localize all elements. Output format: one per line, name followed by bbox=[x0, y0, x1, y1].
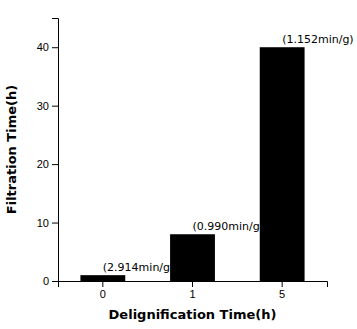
tick-mark bbox=[282, 281, 283, 287]
tick: 1 bbox=[189, 281, 195, 300]
annotations: (2.914min/g) (0.990min/g) (1.152min/g) bbox=[103, 33, 354, 274]
plot: 0 1 5 0 10 20 30 40 (2.914min/g) (0.990min/g) (1.1… bbox=[37, 19, 354, 300]
y-axis-title: Filtration Time(h) bbox=[4, 85, 19, 214]
tick: 40 bbox=[37, 41, 58, 53]
tick-label: 40 bbox=[37, 41, 49, 53]
tick-label: 0 bbox=[43, 275, 49, 287]
tick-mark bbox=[52, 164, 58, 165]
tick: 20 bbox=[37, 158, 58, 170]
x-axis: 0 1 5 bbox=[59, 281, 328, 300]
annotation: (1.152min/g) bbox=[282, 33, 354, 46]
tick-label: 10 bbox=[37, 217, 49, 229]
tick-label: 5 bbox=[279, 288, 285, 300]
tick-mark bbox=[52, 106, 58, 107]
bars bbox=[80, 47, 304, 281]
tick-label: 20 bbox=[37, 158, 49, 170]
tick: 30 bbox=[37, 100, 58, 112]
tick-mark bbox=[52, 223, 58, 224]
bar bbox=[170, 234, 215, 281]
bar bbox=[80, 275, 125, 281]
bar bbox=[260, 47, 305, 281]
tick-label: 30 bbox=[37, 100, 49, 112]
x-axis-title: Delignification Time(h) bbox=[109, 307, 277, 322]
tick-mark bbox=[102, 281, 103, 287]
axis-line bbox=[59, 282, 328, 288]
chart: 0 1 5 0 10 20 30 40 (2.914min/g) (0.990min/g) (1.1… bbox=[0, 0, 357, 329]
tick: 0 bbox=[43, 275, 58, 287]
tick-mark bbox=[192, 281, 193, 287]
annotation: (0.990min/g) bbox=[193, 220, 265, 233]
tick: 0 bbox=[100, 281, 106, 300]
axis-line bbox=[52, 19, 59, 282]
tick: 10 bbox=[37, 217, 58, 229]
y-axis: 0 10 20 30 40 bbox=[37, 19, 59, 288]
tick: 5 bbox=[279, 281, 285, 300]
tick-mark bbox=[52, 281, 58, 282]
annotation: (2.914min/g) bbox=[103, 261, 175, 274]
tick-label: 1 bbox=[189, 288, 195, 300]
tick-mark bbox=[52, 47, 58, 48]
tick-label: 0 bbox=[100, 288, 106, 300]
